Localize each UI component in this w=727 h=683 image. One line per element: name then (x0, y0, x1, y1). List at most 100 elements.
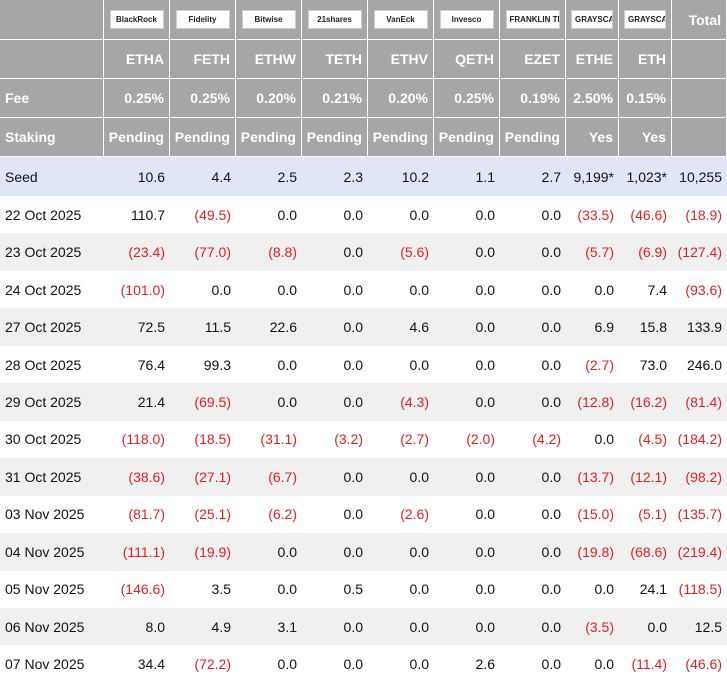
flow-value: 2.6 (475, 656, 495, 673)
attribute-value: 2.50% (566, 79, 619, 118)
flow-value: (6.2) (268, 506, 297, 523)
flow-value: (2.7) (585, 356, 614, 373)
flow-value: (135.7) (677, 506, 722, 523)
flow-value: (46.6) (685, 656, 722, 673)
flow-value: (16.2) (619, 383, 672, 421)
flow-value: 34.4 (137, 656, 165, 673)
flow-value: 0.0 (475, 356, 495, 373)
flow-value: (31.1) (260, 431, 297, 448)
flow-value: 3.5 (211, 581, 231, 598)
row-label: 07 Nov 2025 (5, 656, 85, 673)
flow-value: (38.6) (104, 458, 170, 496)
flow-value: 2.7 (500, 157, 566, 196)
issuer-logo: Invesco (439, 10, 494, 29)
ticker: QETH (434, 40, 500, 79)
flow-value: (6.7) (236, 458, 302, 496)
flow-value: 22.6 (236, 308, 302, 346)
flow-value: 0.0 (541, 206, 561, 223)
flow-value: 0.0 (500, 607, 566, 646)
flow-value: 110.7 (131, 206, 165, 223)
flow-value: (23.4) (104, 233, 170, 271)
flow-value: 1.1 (434, 157, 500, 196)
issuer-logo-cell: FRANKLIN TEMPLETON (500, 0, 566, 40)
row-label: 22 Oct 2025 (5, 206, 82, 223)
flow-value: 0.0 (302, 233, 368, 271)
flow-value: 21.4 (104, 383, 170, 421)
flow-value: 0.0 (541, 506, 561, 523)
row-label: 31 Oct 2025 (0, 458, 104, 496)
flow-value: 0.0 (343, 281, 363, 298)
flow-value: 0.0 (302, 383, 368, 421)
issuer-logo: Fidelity (175, 10, 230, 29)
flow-value: 0.0 (277, 356, 297, 373)
flow-value: 15.8 (619, 308, 672, 346)
issuer-logo-cell: GRAYSCALE (566, 0, 619, 40)
attribute-value: Pending (302, 118, 368, 157)
flow-value: 0.0 (368, 533, 434, 571)
flow-value: 0.0 (368, 458, 434, 496)
flow-value: (4.2) (532, 431, 561, 448)
flow-value: (118.5) (678, 581, 722, 598)
issuer-logo: 21shares (307, 10, 362, 29)
flow-value: 0.0 (277, 581, 297, 598)
flow-value: (219.4) (672, 533, 727, 571)
attribute-value: Pending (368, 118, 434, 157)
flow-value: (118.0) (121, 431, 165, 448)
attribute-value: 0.21% (302, 79, 368, 118)
flow-value: 4.6 (368, 308, 434, 346)
row-header: Fee (0, 79, 104, 118)
flow-value: 0.0 (302, 458, 368, 496)
flow-value: 4.4 (170, 157, 236, 196)
row-label: 28 Oct 2025 (5, 356, 82, 373)
flow-value: 0.0 (475, 281, 495, 298)
flow-value: 0.0 (500, 233, 566, 271)
flow-value: (25.1) (194, 506, 231, 523)
flow-value: 0.0 (475, 506, 495, 523)
issuer-logo: Bitwise (241, 10, 296, 29)
flow-value: 0.0 (434, 458, 500, 496)
flow-value: (27.1) (170, 458, 236, 496)
row-label: 06 Nov 2025 (0, 607, 104, 646)
ticker: ETH (619, 40, 672, 79)
flow-value: (19.9) (170, 533, 236, 571)
flow-value: 4.9 (170, 607, 236, 646)
flow-value: 7.4 (647, 281, 667, 298)
issuer-logo-cell: BlackRock (104, 0, 170, 40)
flow-value: 99.3 (203, 356, 231, 373)
issuer-logo-cell: VanEck (368, 0, 434, 40)
attribute-value: 0.15% (619, 79, 672, 118)
flow-value: 6.9 (566, 308, 619, 346)
row-label: 24 Oct 2025 (5, 281, 82, 298)
flow-value: (77.0) (170, 233, 236, 271)
flow-value: 2.3 (302, 157, 368, 196)
row-header: Staking (0, 118, 104, 157)
issuer-logo-cell: 21shares (302, 0, 368, 40)
flow-value: 0.0 (343, 656, 363, 673)
row-label: 04 Nov 2025 (0, 533, 104, 571)
flow-value: (72.2) (194, 656, 231, 673)
attribute-value: 0.25% (170, 79, 236, 118)
flow-value: (8.8) (236, 233, 302, 271)
row-label: Seed (0, 157, 104, 196)
flow-value: 0.0 (277, 281, 297, 298)
flow-value: 0.0 (475, 206, 495, 223)
flow-value: 0.0 (500, 533, 566, 571)
ticker: ETHE (566, 40, 619, 79)
flow-value: (81.7) (128, 506, 165, 523)
attribute-value: Pending (170, 118, 236, 157)
flow-value: (11.4) (631, 656, 667, 673)
flow-value: (3.5) (566, 607, 619, 646)
attribute-value: Pending (236, 118, 302, 157)
row-label: 30 Oct 2025 (5, 431, 82, 448)
flow-value: 246.0 (686, 356, 722, 373)
attribute-value: Yes (566, 118, 619, 157)
flow-value: 0.0 (594, 281, 614, 298)
flow-value: 0.0 (434, 233, 500, 271)
flow-value: (98.2) (672, 458, 727, 496)
row-label: 29 Oct 2025 (0, 383, 104, 421)
issuer-logo: GRAYSCALE (624, 10, 666, 29)
flow-value: (12.1) (619, 458, 672, 496)
flow-value: (5.7) (566, 233, 619, 271)
flow-value: 0.0 (302, 607, 368, 646)
